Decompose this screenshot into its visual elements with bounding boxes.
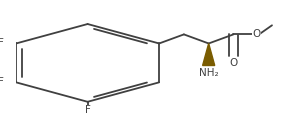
Text: F: F <box>0 39 4 48</box>
Text: F: F <box>0 77 4 87</box>
Text: F: F <box>85 105 91 115</box>
Text: O: O <box>229 58 238 68</box>
Text: NH₂: NH₂ <box>199 68 218 78</box>
Text: O: O <box>252 29 260 39</box>
Polygon shape <box>203 43 215 66</box>
